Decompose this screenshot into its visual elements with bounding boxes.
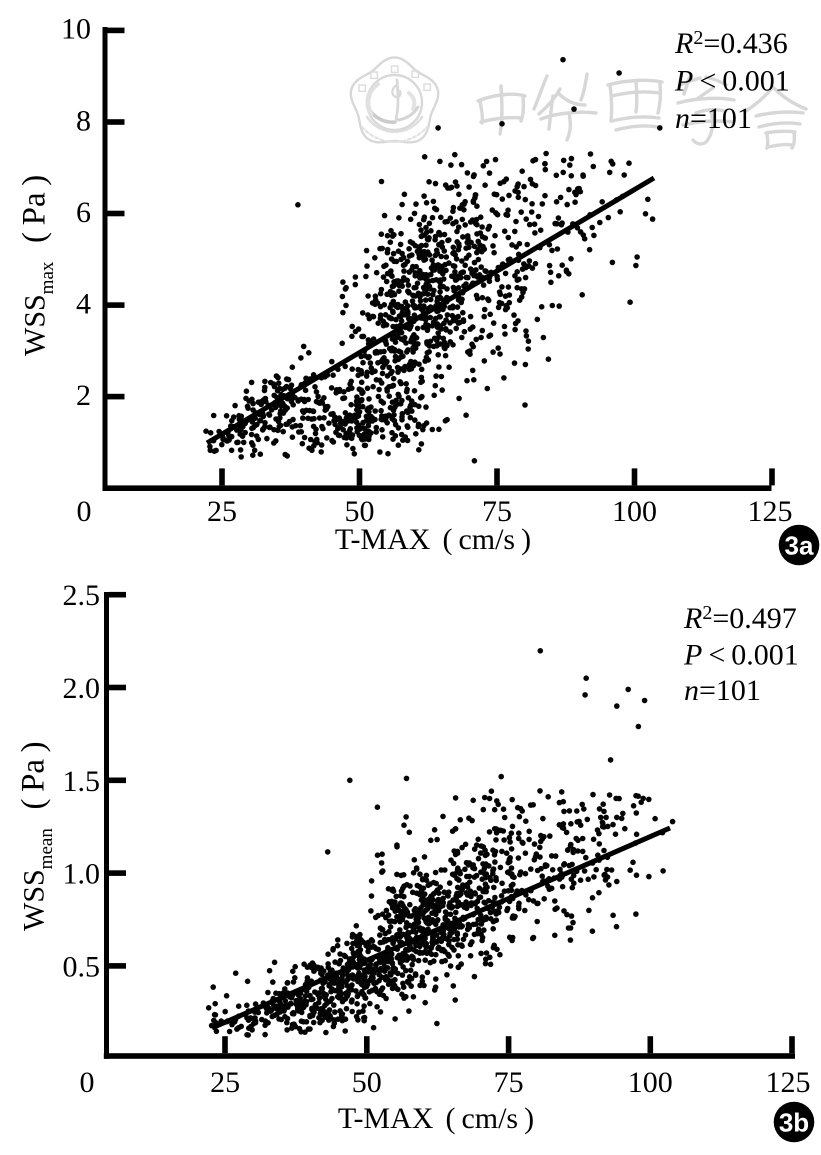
svg-text:8: 8 — [76, 104, 91, 137]
svg-text:0: 0 — [80, 1066, 95, 1099]
svg-text:2.5: 2.5 — [63, 579, 101, 612]
svg-text:50: 50 — [345, 495, 375, 528]
svg-text:1.5: 1.5 — [63, 765, 101, 798]
svg-text:T-MAX ( cm/s ): T-MAX ( cm/s ) — [335, 523, 531, 556]
svg-text:WSSmax ( Pa ): WSSmax ( Pa ) — [17, 175, 59, 356]
svg-text:3b: 3b — [779, 1108, 809, 1138]
svg-text:50: 50 — [352, 1066, 382, 1099]
svg-text:P < 0.001: P < 0.001 — [683, 639, 799, 672]
svg-text:T-MAX ( cm/s ): T-MAX ( cm/s ) — [338, 1102, 534, 1135]
svg-text:125: 125 — [748, 495, 793, 528]
svg-text:R2=0.436: R2=0.436 — [674, 27, 788, 60]
svg-text:n=101: n=101 — [684, 674, 761, 707]
svg-text:R2=0.497: R2=0.497 — [683, 602, 797, 635]
svg-text:2: 2 — [76, 379, 91, 412]
svg-text:0: 0 — [77, 495, 92, 528]
svg-text:10: 10 — [61, 13, 91, 46]
svg-text:4: 4 — [76, 287, 91, 320]
svg-text:100: 100 — [628, 1066, 673, 1099]
svg-text:6: 6 — [76, 196, 91, 229]
svg-text:WSSmean ( Pa ): WSSmean ( Pa ) — [16, 741, 58, 931]
svg-text:0.5: 0.5 — [63, 950, 101, 983]
svg-text:1.0: 1.0 — [63, 858, 101, 891]
svg-text:75: 75 — [482, 495, 512, 528]
svg-text:125: 125 — [766, 1066, 811, 1099]
svg-text:2.0: 2.0 — [63, 672, 101, 705]
svg-text:P < 0.001: P < 0.001 — [674, 65, 790, 98]
svg-text:75: 75 — [494, 1066, 524, 1099]
svg-text:25: 25 — [207, 495, 237, 528]
svg-text:3a: 3a — [785, 531, 814, 561]
svg-text:25: 25 — [210, 1066, 240, 1099]
svg-text:100: 100 — [612, 495, 657, 528]
svg-text:n=101: n=101 — [675, 102, 752, 135]
